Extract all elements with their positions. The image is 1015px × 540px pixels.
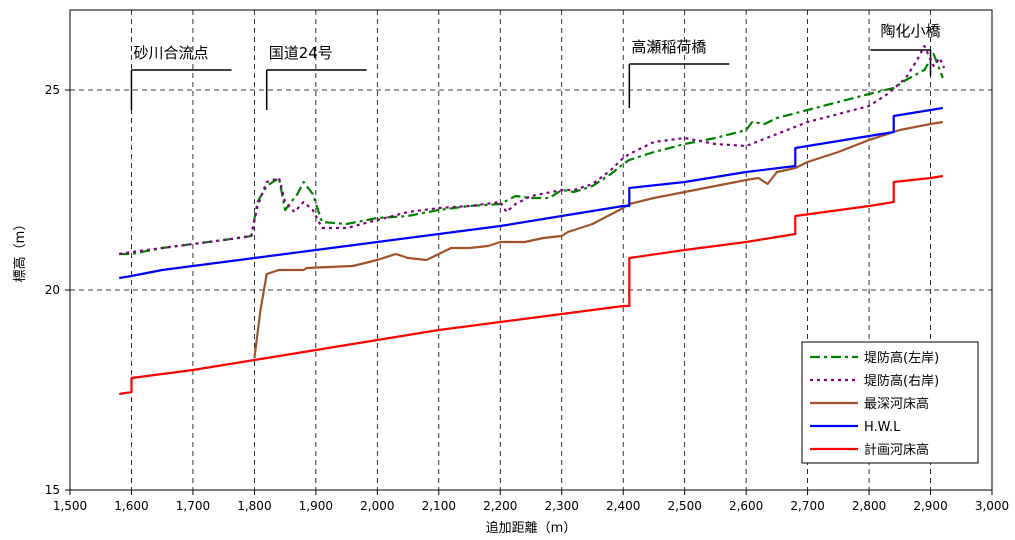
series-lines — [119, 44, 946, 396]
legend-label: 計画河床高 — [864, 442, 929, 458]
plot-area-frame — [69, 9, 993, 491]
x-tick-label: 1,700 — [176, 499, 210, 513]
series-line — [253, 120, 943, 359]
legend-label: 最深河床高 — [864, 396, 929, 412]
legend-label: H.W.L — [864, 420, 901, 435]
x-tick-label: 2,700 — [790, 499, 824, 513]
x-tick-label: 1,900 — [299, 499, 333, 513]
x-tick-label: 2,100 — [422, 499, 456, 513]
x-tick-label: 2,500 — [667, 499, 701, 513]
annotation-label: 国道24号 — [269, 44, 333, 62]
x-tick-label: 3,000 — [975, 499, 1009, 513]
legend-label: 堤防高(左岸) — [864, 350, 939, 366]
series-line — [119, 174, 943, 396]
annotation-label: 陶化小橋 — [881, 22, 941, 40]
series-line — [119, 52, 944, 256]
y-axis-title: 標高（m） — [12, 218, 28, 283]
legend-label: 堤防高(右岸) — [864, 373, 939, 389]
series-line — [119, 106, 943, 280]
x-tick-label: 2,800 — [852, 499, 886, 513]
x-tick-label: 1,800 — [237, 499, 271, 513]
x-tick-label: 2,300 — [545, 499, 579, 513]
x-tick-label: 2,400 — [606, 499, 640, 513]
x-tick-label: 2,900 — [913, 499, 947, 513]
y-tick-label: 20 — [45, 283, 60, 297]
annotation-label: 砂川合流点 — [133, 44, 208, 62]
series-line — [119, 44, 946, 256]
x-tick-label: 2,000 — [360, 499, 394, 513]
y-tick-label: 15 — [45, 483, 60, 497]
x-axis-title: 追加距離（m） — [486, 520, 577, 536]
y-tick-label: 25 — [45, 83, 60, 97]
x-tick-label: 1,600 — [114, 499, 148, 513]
axes: 1,500 1,600 1,700 1,800 1,900 2,000 2,100 2,200… — [45, 83, 1009, 513]
x-tick-label: 1,500 — [53, 499, 87, 513]
legend: 堤防高(左岸) 堤防高(右岸) 最深河床高 H.W.L 計画河床高 — [801, 341, 979, 464]
annotations: 砂川合流点 国道24号 高瀬稲荷橋 陶化小橋 — [130, 22, 941, 110]
annotation-label: 高瀬稲荷橋 — [631, 38, 706, 56]
x-tick-label: 2,200 — [483, 499, 517, 513]
x-tick-label: 2,600 — [729, 499, 763, 513]
